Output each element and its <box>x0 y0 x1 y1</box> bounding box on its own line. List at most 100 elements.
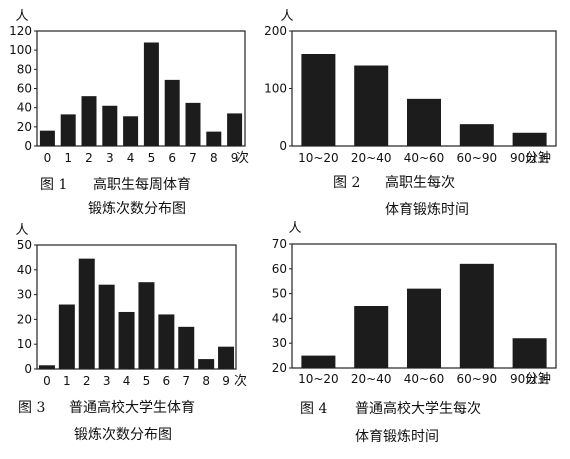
y-tick-label: 100 <box>9 43 32 57</box>
bar <box>102 105 118 146</box>
bar <box>198 359 215 369</box>
bar <box>81 96 97 146</box>
x-tick-label: 10~20 <box>298 372 339 386</box>
y-axis-unit: 人 <box>280 9 293 24</box>
y-tick-label: 40 <box>17 263 32 277</box>
bar <box>512 132 547 146</box>
figure-caption-line1: 普通高校大学生每次 <box>355 400 481 417</box>
x-tick-label: 3 <box>106 151 114 165</box>
x-tick-label: 6 <box>168 151 176 165</box>
x-tick-label: 7 <box>182 374 190 388</box>
y-tick-label: 20 <box>17 312 32 326</box>
y-tick-label: 20 <box>272 361 287 375</box>
x-tick-label: 8 <box>202 374 210 388</box>
figure-caption-line1: 高职生每周体育 <box>93 176 191 193</box>
figure-caption-line2: 体育锻炼时间 <box>385 202 469 218</box>
y-tick-label: 60 <box>272 262 287 276</box>
x-tick-label: 3 <box>103 374 111 388</box>
bar <box>407 288 441 368</box>
bar <box>98 284 115 369</box>
y-tick-label: 80 <box>17 62 32 76</box>
y-axis-unit: 人 <box>15 9 28 24</box>
y-tick-label: 70 <box>272 237 287 251</box>
x-axis-unit: 分钟 <box>525 371 551 387</box>
x-axis-unit: 次 <box>236 150 249 166</box>
x-tick-label: 60~90 <box>457 372 498 386</box>
figure-caption-line1: 普通高校大学生体育 <box>69 399 195 416</box>
bar <box>354 306 389 368</box>
y-tick-label: 60 <box>17 82 32 96</box>
figure-number: 图 1 <box>40 177 67 193</box>
bar <box>138 282 155 369</box>
bar <box>354 65 389 146</box>
x-tick-label: 0 <box>43 374 51 388</box>
figure-number: 图 3 <box>18 400 45 416</box>
bar <box>118 311 135 369</box>
x-tick-label: 90以上 <box>510 151 549 165</box>
x-tick-label: 7 <box>189 151 197 165</box>
bar <box>459 263 494 368</box>
figure-number: 图 2 <box>333 175 360 191</box>
figure-caption-line2: 锻炼次数分布图 <box>74 427 172 443</box>
x-axis-unit: 次 <box>234 373 247 389</box>
x-tick-label: 10~20 <box>298 151 339 165</box>
bar <box>58 304 75 369</box>
x-tick-label: 9 <box>231 151 239 165</box>
bar <box>60 114 76 146</box>
bar <box>39 130 55 146</box>
figure-caption-line2: 体育锻炼时间 <box>355 429 439 445</box>
y-tick-label: 50 <box>272 287 287 301</box>
plot-frame <box>36 244 237 370</box>
x-tick-label: 5 <box>143 374 151 388</box>
x-tick-label: 4 <box>127 151 135 165</box>
x-tick-label: 20~40 <box>351 151 392 165</box>
y-tick-label: 0 <box>279 139 287 153</box>
bar <box>78 258 95 369</box>
y-tick-label: 30 <box>17 288 32 302</box>
y-axis-unit: 人 <box>15 223 28 238</box>
y-tick-label: 40 <box>272 311 287 325</box>
bar <box>206 131 222 146</box>
x-tick-label: 5 <box>148 151 156 165</box>
bar <box>227 113 243 146</box>
y-tick-label: 120 <box>9 24 32 38</box>
y-axis-unit: 人 <box>288 221 301 236</box>
x-tick-label: 4 <box>123 374 131 388</box>
x-axis-unit: 分钟 <box>525 150 551 166</box>
x-tick-label: 40~60 <box>404 151 445 165</box>
bar <box>512 338 547 368</box>
bar <box>143 42 159 146</box>
bar <box>218 346 235 369</box>
bar <box>158 314 175 369</box>
x-tick-label: 60~90 <box>457 151 498 165</box>
figure-number: 图 4 <box>300 401 327 417</box>
figure-caption-line1: 高职生每次 <box>385 174 455 191</box>
x-tick-label: 90以上 <box>510 372 549 386</box>
x-tick-label: 2 <box>85 151 93 165</box>
figure-caption-line2: 锻炼次数分布图 <box>88 201 186 217</box>
bar <box>301 54 336 146</box>
x-tick-label: 1 <box>64 151 72 165</box>
bar <box>123 116 139 146</box>
y-tick-label: 20 <box>17 120 32 134</box>
y-tick-label: 10 <box>17 337 32 351</box>
x-tick-label: 2 <box>83 374 91 388</box>
x-tick-label: 40~60 <box>404 372 445 386</box>
y-tick-label: 200 <box>264 24 287 38</box>
y-tick-label: 40 <box>17 101 32 115</box>
x-tick-label: 9 <box>222 374 230 388</box>
x-tick-label: 1 <box>63 374 71 388</box>
bar <box>185 102 201 146</box>
bar <box>301 355 336 368</box>
x-tick-label: 0 <box>44 151 52 165</box>
x-tick-label: 8 <box>210 151 218 165</box>
bar <box>407 98 441 146</box>
y-tick-label: 50 <box>17 238 32 252</box>
bar <box>459 124 494 146</box>
y-tick-label: 0 <box>24 362 32 376</box>
